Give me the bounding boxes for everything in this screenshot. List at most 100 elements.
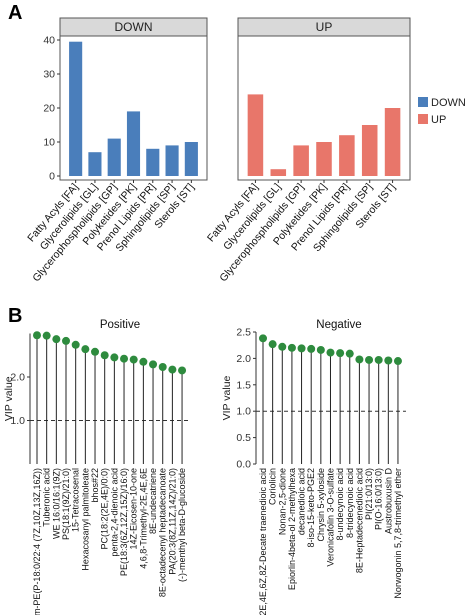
lollipop-point [365,355,374,364]
lollipop-point [307,344,316,353]
lollipop-point [33,331,41,340]
y-tick-label: 0.0 [236,459,251,471]
x-tick-label: Veronicafolin 3-O-sulfate [325,468,335,567]
y-axis-label: VIP value [221,375,233,420]
lollipop-point [129,355,138,364]
x-tick-label: PI(21:0/13:0) [364,468,374,520]
x-tick-label: bhos#22 [90,468,100,503]
lollipop-point [393,357,402,366]
y-tick-label: 2.0 [10,372,25,384]
chart-title: Positive [100,319,140,331]
legend-swatch [418,114,428,124]
x-tick-label: 8E-octadecenyl heptadecanoate [158,468,168,597]
y-tick-label: 40 [43,35,55,47]
lollipop-point [336,349,345,358]
y-tick-label: 0.5 [236,432,251,444]
bar [126,111,141,176]
bar [69,41,83,177]
lollipop-point [384,356,393,365]
y-tick-label: 1.5 [236,379,251,391]
bar [165,145,179,176]
x-tick-label: penta-2,4-dienoic acid [109,468,119,557]
bar [146,148,160,176]
x-tick-label: Chrysin 5-xyloside [316,468,326,542]
x-tick-label: Hexacosanyl palmitoleate [80,468,90,571]
facet-title: DOWN [115,20,153,34]
lollipop-point [326,348,335,357]
lollipop-point [149,360,158,369]
lollipop-point [355,355,364,364]
bar [339,135,355,176]
x-tick-label: Epiorlin-4beta-ol 2-methylhexa [287,468,297,590]
x-tick-label: (-)-menthyl beta-D-glucoside [177,468,187,582]
lollipop-point [287,343,296,352]
x-tick-label: PI(O-16:0/13:0) [374,468,384,530]
chart-title: Negative [316,319,361,331]
x-tick-label: 8-iso-15-keto-PGE2 [306,468,316,548]
x-tick-label: WE 16:0/16:1(9Z) [51,468,61,539]
x-tick-label: 4,6,8-Trimethyl-2E,4E,6E [138,468,148,569]
x-tick-label: Tuberonic acid [42,468,52,527]
panel-label-b: B [8,305,23,327]
bar [293,145,309,176]
x-tick-label: 8-undecynoic acid [335,468,345,541]
legend-label: DOWN [431,97,466,109]
bar [247,94,264,176]
lollipop-point [62,336,71,345]
lollipop-point [52,335,61,344]
x-tick-label: Nonan-2,5-dione [277,468,287,535]
x-tick-label: 8E-undecatriene [148,468,158,534]
lollipop-point [139,357,148,366]
lollipop-point [120,354,129,363]
bar [184,142,198,176]
x-tick-label: 8-tridecynoic acid [345,468,355,538]
x-tick-label: 15-Tetracosenal [71,468,81,532]
y-tick-label: 2.0 [236,353,251,365]
panel-label-a: A [8,2,23,24]
lollipop-point [91,347,100,356]
x-tick-label: PA(20:3(8Z,11Z,14Z)/21:0) [167,468,177,575]
y-tick-label: 2.5 [236,327,251,339]
legend-swatch [418,97,428,107]
lollipop-point [374,355,383,364]
x-tick-label: Am-PE(P-18:0/22:4 (7Z,10Z,13Z,16Z)) [32,468,42,615]
y-axis-label: VIP value [3,376,15,421]
y-tick-label: 30 [43,69,55,81]
lollipop-point [81,345,90,354]
y-tick-label: 20 [43,103,55,115]
lollipop-point [316,345,325,354]
x-tick-label: decanedioic acid [297,468,307,535]
x-tick-label: 14Z-Eicosen-10-one [129,468,139,550]
lollipop-point [158,362,167,371]
x-tick-label: Norwogonin 5,7,8-trimethyl ether [393,468,403,599]
x-tick-label: PS(18:1(9Z)/21:0) [61,468,71,540]
bar [107,138,121,176]
lollipop-point [168,365,177,374]
y-tick-label: 1.0 [236,406,251,418]
y-tick-label: 10 [43,137,55,149]
lollipop-point [278,342,287,351]
facet-title: UP [316,20,333,34]
lollipop-point [42,331,51,340]
bar [270,169,287,176]
bar [316,142,332,176]
lollipop-point [259,334,267,343]
x-tick-label: Austrobuxusin D [383,468,393,535]
facet-strip [237,17,411,37]
x-tick-label: Coriolicin [268,468,278,505]
x-tick-label: PC(18:2(2E,4E)/0:0) [100,468,110,550]
lollipop-point [178,366,187,375]
lollipop-point [110,353,119,362]
bar [384,108,401,176]
x-tick-label: 2E,4E,6Z,8Z-Decate traenedioic acid [258,468,268,615]
y-tick-label: 0 [49,171,55,183]
lollipop-point [71,340,80,349]
y-tick-label: 1.0 [10,415,25,427]
lollipop-point [297,344,306,353]
lollipop-point [100,351,109,360]
facet-strip [59,17,208,37]
legend-label: UP [431,114,446,126]
bar [361,125,378,176]
x-tick-label: PE(18:3(6Z,12Z,15Z)/16:0) [119,468,129,576]
